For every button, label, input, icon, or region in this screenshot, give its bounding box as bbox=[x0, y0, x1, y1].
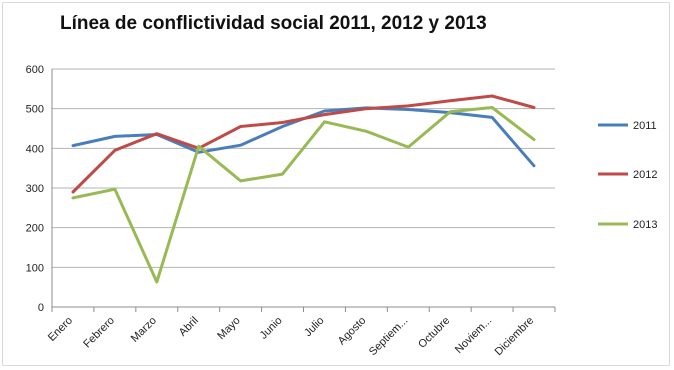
x-tick-label: Octubre bbox=[416, 315, 452, 351]
legend: 2011 2012 2013 bbox=[598, 120, 657, 231]
x-tick-label: Enero bbox=[46, 315, 75, 344]
x-tick-label: Mayo bbox=[215, 315, 243, 343]
x-tick-label: Septiem... bbox=[367, 315, 411, 359]
grid-lines bbox=[52, 69, 555, 312]
y-tick-label: 0 bbox=[38, 302, 44, 314]
y-tick-label: 200 bbox=[26, 223, 44, 235]
legend-label: 2012 bbox=[633, 169, 657, 181]
x-tick-label: Febrero bbox=[81, 315, 117, 351]
series-lines bbox=[73, 96, 534, 282]
y-axis-ticks: 0 100 200 300 400 500 600 bbox=[26, 64, 44, 314]
x-tick-label: Junio bbox=[258, 315, 285, 342]
y-tick-label: 400 bbox=[26, 143, 44, 155]
x-tick-label: Noviem... bbox=[453, 315, 494, 356]
legend-label: 2013 bbox=[633, 219, 657, 231]
x-tick-label: Diciembre bbox=[493, 315, 536, 358]
y-tick-label: 600 bbox=[26, 64, 44, 76]
y-tick-label: 300 bbox=[26, 183, 44, 195]
series-line-2011 bbox=[73, 108, 534, 166]
y-tick-label: 500 bbox=[26, 104, 44, 116]
x-tick-label: Julio bbox=[302, 315, 326, 339]
chart-title: Línea de conflictividad social 2011, 201… bbox=[60, 13, 487, 34]
x-tick-label: Abril bbox=[177, 315, 201, 339]
y-tick-label: 100 bbox=[26, 262, 44, 274]
x-axis-ticks: Enero Febrero Marzo Abril Mayo Junio Julio Agos… bbox=[46, 315, 536, 359]
x-tick-label: Agosto bbox=[336, 315, 369, 348]
x-tick-label: Marzo bbox=[129, 315, 159, 345]
legend-label: 2011 bbox=[633, 120, 657, 132]
